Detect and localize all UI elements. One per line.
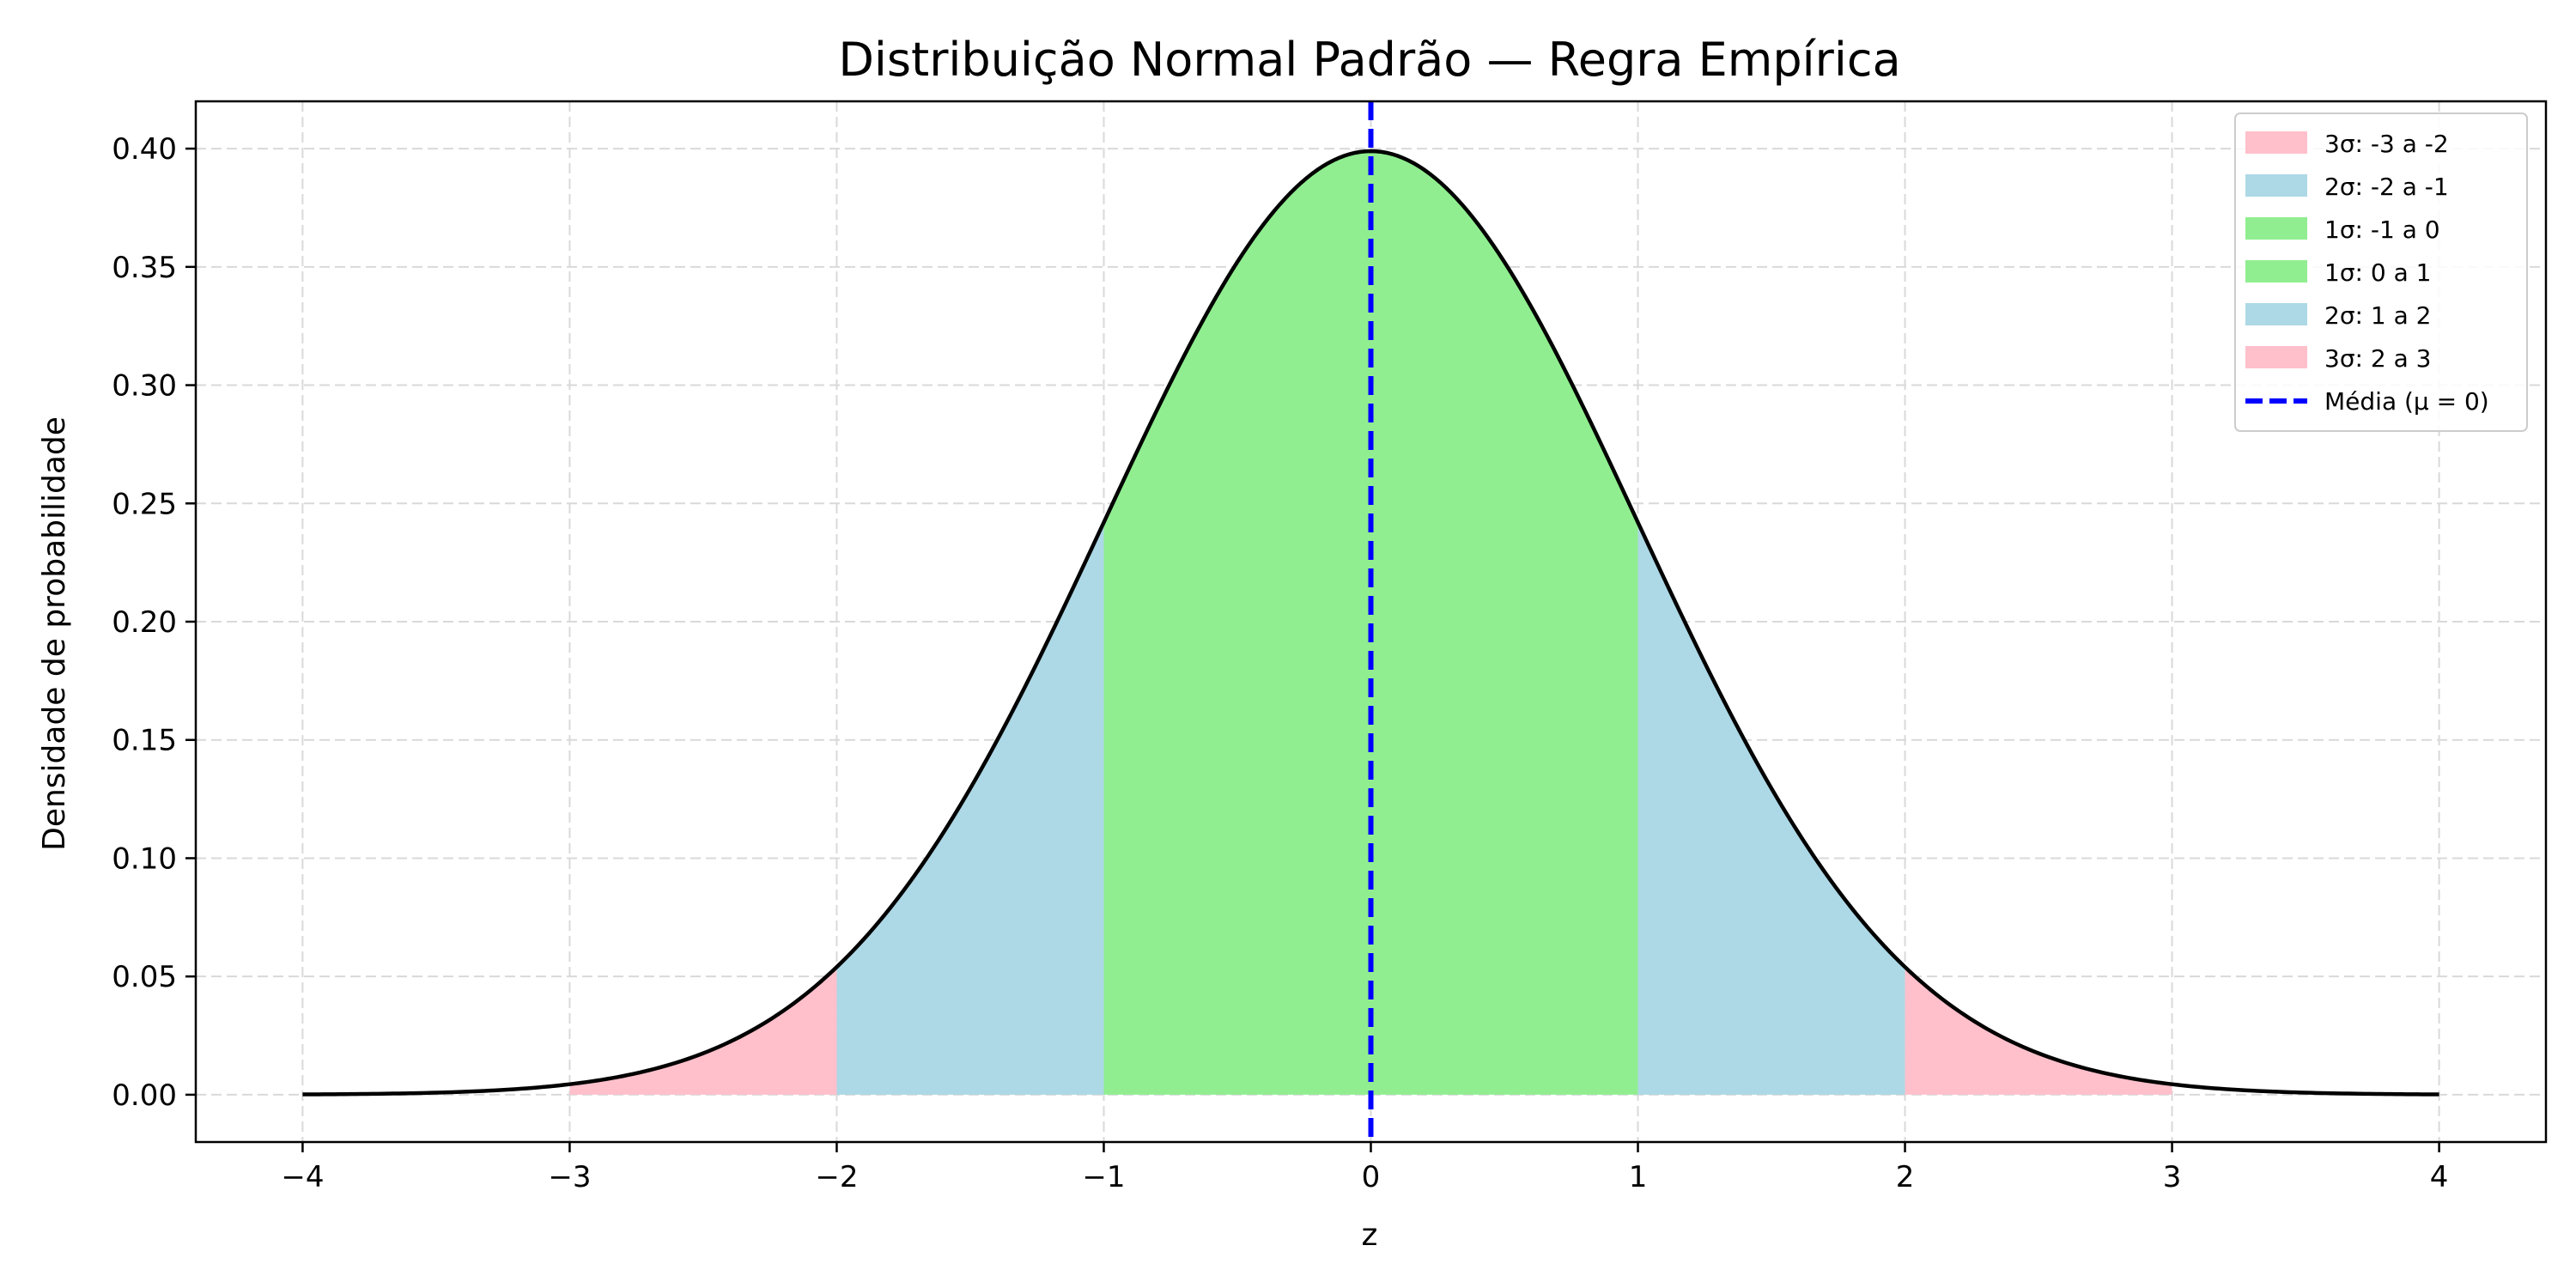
shaded-region xyxy=(1103,151,1371,1095)
legend-label: 3σ: -3 a -2 xyxy=(2324,130,2449,158)
x-tick-label: 0 xyxy=(1362,1160,1381,1194)
x-tick-label: −4 xyxy=(281,1160,324,1194)
legend-swatch xyxy=(2245,260,2307,283)
y-tick-label: 0.10 xyxy=(112,841,177,876)
density-curve xyxy=(302,149,2439,1097)
legend-swatch xyxy=(2245,174,2307,197)
x-tick-label: −3 xyxy=(548,1160,591,1194)
legend-label: 2σ: -2 a -1 xyxy=(2324,173,2449,201)
y-tick-label: 0.40 xyxy=(112,132,177,167)
x-tick-label: 1 xyxy=(1629,1160,1648,1194)
legend-label: 3σ: 2 a 3 xyxy=(2324,344,2431,373)
legend-label: 1σ: -1 a 0 xyxy=(2324,216,2440,244)
x-tick-label: 3 xyxy=(2163,1160,2182,1194)
legend-swatch xyxy=(2245,131,2307,154)
chart-title: Distribuição Normal Padrão — Regra Empír… xyxy=(838,33,1900,87)
y-tick-label: 0.35 xyxy=(112,251,177,285)
shaded-regions xyxy=(569,151,2172,1095)
y-axis-ticks: 0.00 0.05 0.10 0.15 0.20 0.25 0.30 0.35 0.40 xyxy=(112,132,196,1113)
legend-box xyxy=(2234,112,2528,432)
x-axis-ticks: −4 −3 −2 −1 0 1 2 3 4 xyxy=(281,1142,2448,1194)
density-curve-layer xyxy=(302,149,2439,1097)
x-tick-label: −1 xyxy=(1082,1160,1125,1194)
y-tick-label: 0.20 xyxy=(112,605,177,640)
legend: 3σ: -3 a -2 2σ: -2 a -1 1σ: -1 a 0 1σ: 0 a … xyxy=(2234,112,2528,432)
shaded-region xyxy=(569,967,837,1095)
shaded-region xyxy=(1370,151,1638,1095)
legend-label: Média (μ = 0) xyxy=(2324,387,2489,416)
x-tick-label: 2 xyxy=(1896,1160,1915,1194)
shaded-region xyxy=(1905,967,2172,1095)
y-axis-title: Densidade de probabilidade xyxy=(37,416,72,851)
legend-swatch xyxy=(2245,303,2307,325)
y-tick-label: 0.30 xyxy=(112,369,177,404)
legend-label: 1σ: 0 a 1 xyxy=(2324,258,2431,287)
y-tick-label: 0.05 xyxy=(112,960,177,994)
y-tick-label: 0.15 xyxy=(112,724,177,758)
x-axis-title: z xyxy=(1362,1218,1378,1253)
legend-label: 2σ: 1 a 2 xyxy=(2324,301,2431,330)
legend-swatch xyxy=(2245,346,2307,368)
x-tick-label: 4 xyxy=(2430,1160,2449,1194)
legend-swatch xyxy=(2245,217,2307,240)
y-tick-label: 0.25 xyxy=(112,487,177,521)
y-tick-label: 0.00 xyxy=(112,1078,177,1113)
x-tick-label: −2 xyxy=(815,1160,858,1194)
